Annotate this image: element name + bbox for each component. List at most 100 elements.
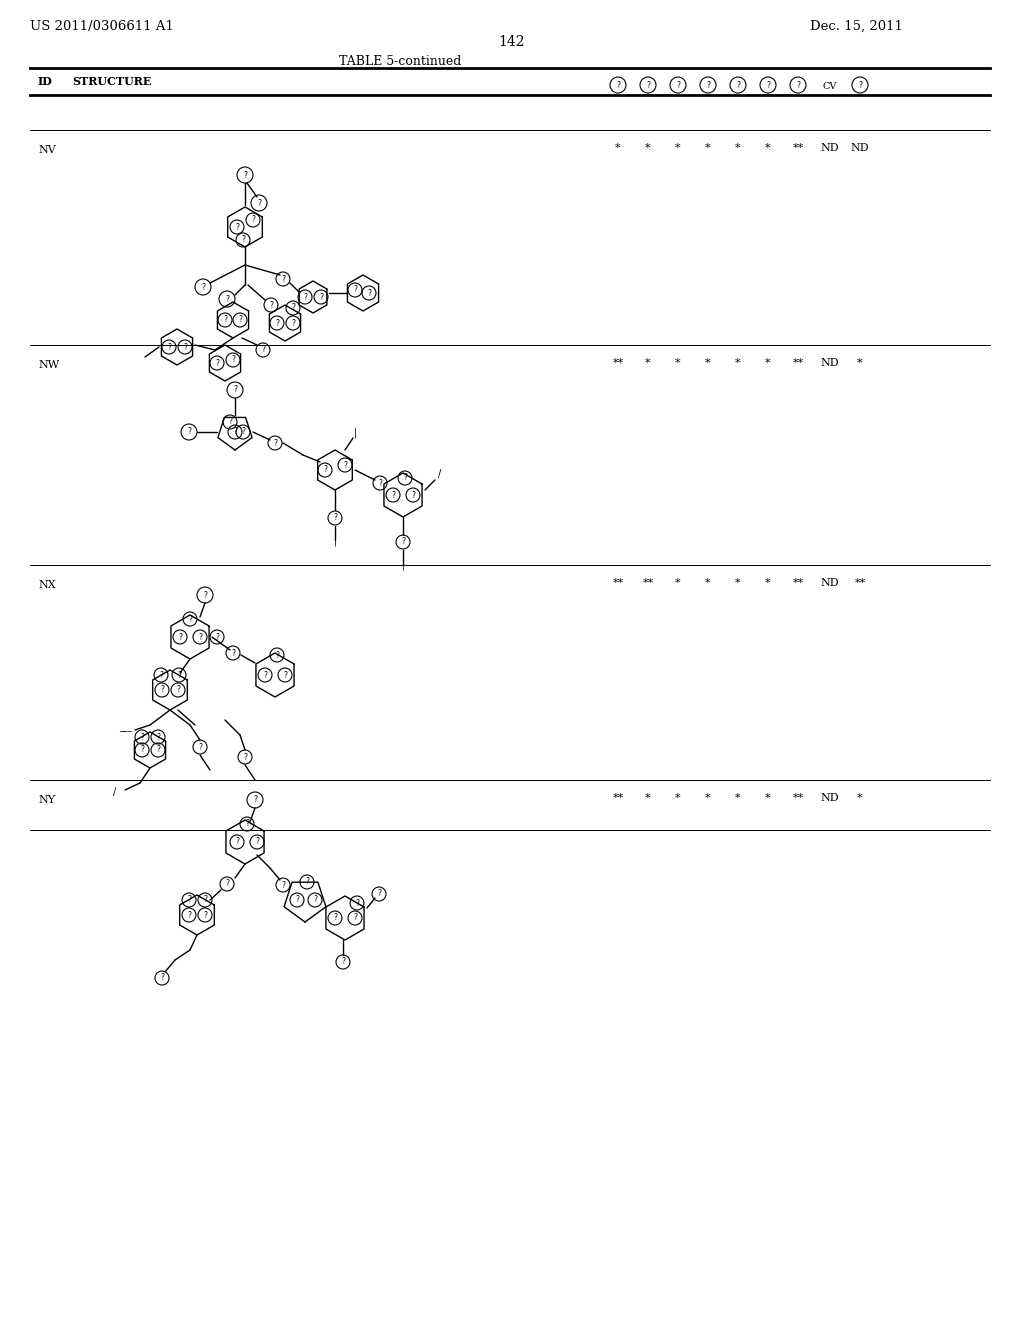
Text: ?: ? (160, 974, 164, 982)
Text: ?: ? (355, 899, 359, 908)
Text: ?: ? (228, 417, 232, 426)
Text: ?: ? (401, 537, 406, 546)
Text: ?: ? (263, 671, 267, 680)
Text: ?: ? (303, 293, 307, 301)
Text: ?: ? (187, 428, 191, 437)
Text: ?: ? (243, 752, 247, 762)
Text: ?: ? (291, 318, 295, 327)
Text: ND: ND (820, 143, 840, 153)
Text: ND: ND (820, 793, 840, 803)
Text: *: * (675, 578, 681, 587)
Text: ?: ? (187, 895, 191, 904)
Text: **: ** (793, 358, 804, 368)
Text: ?: ? (281, 880, 285, 890)
Text: ?: ? (223, 315, 227, 325)
Text: ?: ? (140, 746, 144, 755)
Text: ?: ? (233, 428, 237, 437)
Text: ?: ? (238, 315, 242, 325)
Text: ?: ? (333, 913, 337, 923)
Text: ?: ? (215, 359, 219, 367)
Text: *: * (645, 358, 651, 368)
Text: ?: ? (796, 81, 800, 90)
Text: *: * (735, 793, 740, 803)
Text: ?: ? (275, 318, 279, 327)
Text: ?: ? (367, 289, 371, 297)
Text: **: ** (612, 793, 624, 803)
Text: ?: ? (291, 304, 295, 313)
Text: **: ** (854, 578, 865, 587)
Text: ?: ? (245, 820, 249, 829)
Text: ?: ? (275, 651, 279, 660)
Text: *: * (765, 358, 771, 368)
Text: ?: ? (241, 428, 245, 437)
Text: ?: ? (319, 293, 323, 301)
Text: ?: ? (353, 285, 357, 294)
Text: *: * (675, 358, 681, 368)
Text: ?: ? (187, 911, 191, 920)
Text: *: * (615, 143, 621, 153)
Text: /: / (114, 787, 117, 797)
Text: ?: ? (706, 81, 710, 90)
Text: ?: ? (183, 342, 187, 351)
Text: ?: ? (353, 913, 357, 923)
Text: **: ** (642, 578, 653, 587)
Text: /: / (438, 469, 441, 479)
Text: ?: ? (616, 81, 620, 90)
Text: **: ** (612, 578, 624, 587)
Text: ND: ND (820, 578, 840, 587)
Text: *: * (765, 793, 771, 803)
Text: *: * (857, 793, 863, 803)
Text: 142: 142 (499, 36, 525, 49)
Text: *: * (675, 793, 681, 803)
Text: ?: ? (231, 355, 234, 364)
Text: ?: ? (156, 733, 160, 742)
Text: |: | (353, 426, 356, 437)
Text: ?: ? (203, 911, 207, 920)
Text: ?: ? (261, 346, 265, 355)
Text: CV: CV (823, 82, 838, 91)
Text: ?: ? (140, 733, 144, 742)
Text: ?: ? (273, 438, 278, 447)
Text: ?: ? (736, 81, 740, 90)
Text: ?: ? (676, 81, 680, 90)
Text: ?: ? (225, 879, 229, 888)
Text: ?: ? (341, 957, 345, 966)
Text: ?: ? (766, 81, 770, 90)
Text: *: * (675, 143, 681, 153)
Text: ?: ? (231, 648, 234, 657)
Text: *: * (735, 143, 740, 153)
Text: ?: ? (198, 742, 202, 751)
Text: ?: ? (281, 275, 285, 284)
Text: |: | (401, 560, 404, 570)
Text: NV: NV (38, 145, 55, 154)
Text: |: | (334, 535, 337, 545)
Text: ?: ? (241, 235, 245, 244)
Text: ?: ? (159, 671, 163, 680)
Text: ?: ? (203, 895, 207, 904)
Text: ?: ? (283, 671, 287, 680)
Text: STRUCTURE: STRUCTURE (72, 77, 152, 87)
Text: ND: ND (851, 143, 869, 153)
Text: **: ** (793, 793, 804, 803)
Text: ?: ? (251, 215, 255, 224)
Text: ?: ? (255, 837, 259, 846)
Text: ?: ? (858, 81, 862, 90)
Text: ?: ? (323, 466, 327, 474)
Text: ?: ? (178, 632, 182, 642)
Text: **: ** (793, 143, 804, 153)
Text: *: * (645, 143, 651, 153)
Text: *: * (735, 358, 740, 368)
Text: ?: ? (378, 479, 382, 487)
Text: NX: NX (38, 579, 55, 590)
Text: ?: ? (203, 590, 207, 599)
Text: ?: ? (377, 890, 381, 899)
Text: Dec. 15, 2011: Dec. 15, 2011 (810, 20, 903, 33)
Text: ?: ? (233, 385, 237, 395)
Text: ?: ? (305, 878, 309, 887)
Text: US 2011/0306611 A1: US 2011/0306611 A1 (30, 20, 174, 33)
Text: ?: ? (269, 301, 273, 309)
Text: *: * (765, 578, 771, 587)
Text: ?: ? (333, 513, 337, 523)
Text: *: * (706, 578, 711, 587)
Text: ?: ? (188, 615, 193, 623)
